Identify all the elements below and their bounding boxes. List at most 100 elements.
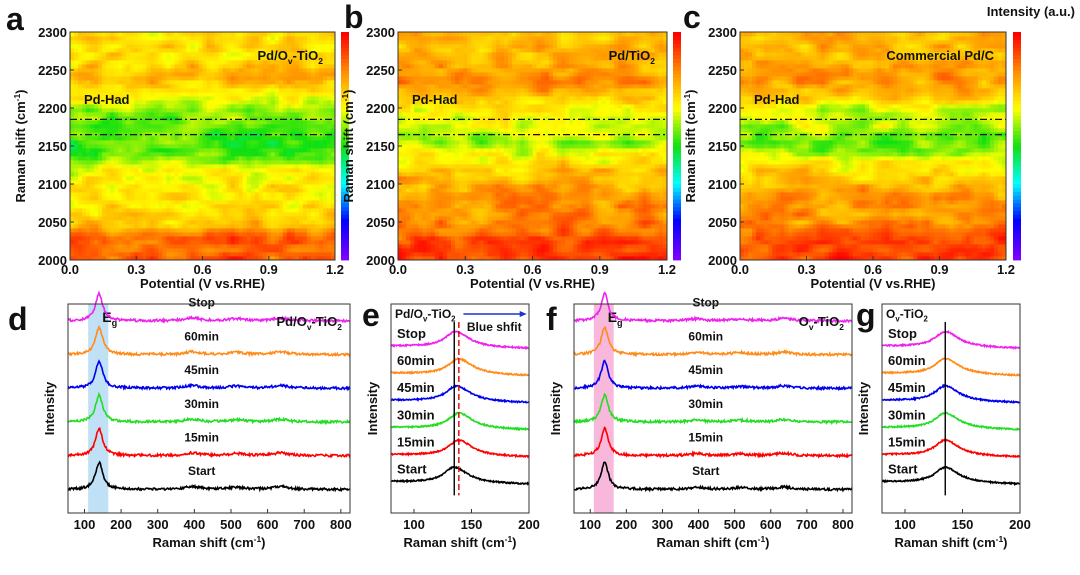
heatmap-cell: [118, 36, 122, 40]
heatmap-cell: [255, 80, 259, 84]
heatmap-cell: [480, 240, 484, 244]
x-tick-label: 0.3: [127, 262, 145, 277]
heatmap-cell: [90, 232, 94, 236]
heatmap-cell: [182, 96, 186, 100]
heatmap-cell: [170, 252, 174, 256]
heatmap-cell: [110, 164, 114, 168]
heatmap-cell: [439, 236, 443, 240]
heatmap-cell: [471, 212, 475, 216]
heatmap-cell: [90, 80, 94, 84]
heatmap-cell: [243, 240, 247, 244]
heatmap-cell: [182, 40, 186, 44]
heatmap-cell: [78, 144, 82, 148]
heatmap-cell: [98, 204, 102, 208]
heatmap-cell: [492, 208, 496, 212]
heatmap-cell: [174, 88, 178, 92]
heatmap-cell: [443, 216, 447, 220]
heatmap-cell: [227, 220, 231, 224]
heatmap-cell: [606, 212, 610, 216]
heatmap-cell: [287, 212, 291, 216]
heatmap-cell: [146, 156, 150, 160]
heatmap-cell: [182, 164, 186, 168]
heatmap-cell: [638, 248, 642, 252]
heatmap-cell: [74, 36, 78, 40]
heatmap-cell: [186, 236, 190, 240]
heatmap-cell: [295, 236, 299, 240]
heatmap-cell: [291, 92, 295, 96]
heatmap-cell: [283, 68, 287, 72]
heatmap-cell: [659, 196, 663, 200]
heatmap-cell: [94, 56, 98, 60]
heatmap-cell: [647, 240, 651, 244]
heatmap-cell: [211, 92, 215, 96]
heatmap-cell: [303, 136, 307, 140]
heatmap-cell: [311, 96, 315, 100]
heatmap-cell: [319, 44, 323, 48]
heatmap-cell: [231, 252, 235, 256]
heatmap-cell: [186, 76, 190, 80]
heatmap-cell: [74, 100, 78, 104]
heatmap-cell: [118, 144, 122, 148]
heatmap-cell: [186, 252, 190, 256]
heatmap-cell: [174, 248, 178, 252]
heatmap-cell: [319, 236, 323, 240]
heatmap-cell: [319, 180, 323, 184]
heatmap-cell: [186, 92, 190, 96]
heatmap-cell: [70, 192, 74, 196]
heatmap-cell: [86, 124, 90, 128]
heatmap-cell: [557, 228, 561, 232]
heatmap-cell: [203, 144, 207, 148]
heatmap-cell: [186, 56, 190, 60]
heatmap-cell: [82, 164, 86, 168]
heatmap-cell: [279, 108, 283, 112]
heatmap-cell: [78, 60, 82, 64]
heatmap-cell: [150, 136, 154, 140]
heatmap-cell: [146, 100, 150, 104]
heatmap-cell: [110, 120, 114, 124]
heatmap-cell: [279, 176, 283, 180]
heatmap-cell: [573, 208, 577, 212]
heatmap-cell: [182, 180, 186, 184]
heatmap-cell: [207, 140, 211, 144]
heatmap-cell: [138, 88, 142, 92]
heatmap-cell: [198, 248, 202, 252]
heatmap-cell: [211, 100, 215, 104]
colorbar-segment: [341, 256, 349, 260]
heatmap-cell: [267, 76, 271, 80]
heatmap-cell: [162, 252, 166, 256]
heatmap-cell: [541, 228, 545, 232]
heatmap-cell: [219, 92, 223, 96]
heatmap-cell: [178, 160, 182, 164]
heatmap-cell: [235, 208, 239, 212]
heatmap-cell: [74, 88, 78, 92]
heatmap-cell: [170, 108, 174, 112]
heatmap-cell: [291, 96, 295, 100]
heatmap-cell: [528, 224, 532, 228]
heatmap-cell: [283, 212, 287, 216]
heatmap-cell: [207, 240, 211, 244]
heatmap-cell: [126, 160, 130, 164]
heatmap-cell: [618, 204, 622, 208]
heatmap-cell: [630, 212, 634, 216]
heatmap-cell: [516, 228, 520, 232]
heatmap-cell: [207, 192, 211, 196]
heatmap-cell: [186, 80, 190, 84]
heatmap-cell: [315, 76, 319, 80]
heatmap-cell: [255, 184, 259, 188]
heatmap-cell: [480, 224, 484, 228]
heatmap-cell: [251, 60, 255, 64]
heatmap-cell: [323, 212, 327, 216]
heatmap-cell: [166, 164, 170, 168]
heatmap-cell: [251, 48, 255, 52]
heatmap-cell: [186, 44, 190, 48]
heatmap-cell: [126, 56, 130, 60]
heatmap-cell: [231, 108, 235, 112]
heatmap-cell: [422, 244, 426, 248]
heatmap-cell: [618, 192, 622, 196]
heatmap-cell: [259, 88, 263, 92]
heatmap-cell: [311, 172, 315, 176]
heatmap-cell: [327, 96, 331, 100]
heatmap-cell: [178, 248, 182, 252]
heatmap-cell: [520, 204, 524, 208]
